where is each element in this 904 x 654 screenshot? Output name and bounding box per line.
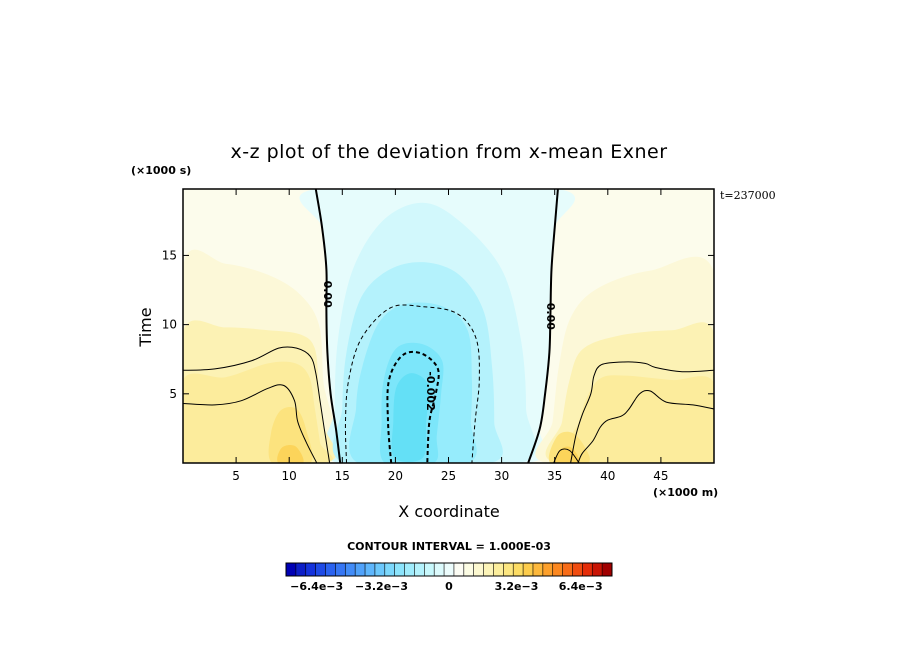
- colorbar-swatch: [493, 563, 504, 576]
- colorbar-swatch: [582, 563, 593, 576]
- colorbar-swatch: [592, 563, 603, 576]
- colorbar-swatch: [305, 563, 316, 576]
- colorbar-frame: [285, 562, 613, 577]
- colorbar-swatch: [602, 563, 613, 576]
- colorbar-tick-label: 0: [445, 580, 453, 593]
- colorbar-swatch: [335, 563, 346, 576]
- x-tick-label: 25: [441, 469, 456, 483]
- colorbar-swatch: [542, 563, 554, 576]
- contour-lines: [183, 189, 714, 463]
- colorbar-swatch: [374, 563, 386, 576]
- y-tick-label: 15: [162, 248, 177, 262]
- shaded-region: [391, 373, 430, 462]
- shaded-fields: [183, 189, 714, 463]
- positive-contour: [570, 361, 714, 463]
- colorbar-swatch: [325, 563, 336, 576]
- contour-label: -0.002: [424, 371, 437, 410]
- colorbar-swatch: [523, 563, 534, 576]
- negative-contour: [344, 304, 480, 463]
- x-tick-label: 5: [232, 469, 240, 483]
- positive-contour: [577, 389, 714, 463]
- y-tick-label: 10: [162, 318, 177, 332]
- x-tick-label: 40: [600, 469, 615, 483]
- negative-contour: [386, 350, 440, 463]
- colorbar-swatch: [552, 563, 563, 576]
- colorbar-swatch: [286, 563, 297, 576]
- colorbar-swatch: [473, 563, 484, 576]
- colorbar-swatch: [295, 563, 307, 576]
- x-tick-label: 35: [547, 469, 562, 483]
- x-unit-label: (×1000 m): [653, 486, 718, 499]
- colorbar-swatch: [404, 563, 415, 576]
- colorbar-swatch: [414, 563, 425, 576]
- time-stamp-label: t=237000: [720, 189, 776, 202]
- colorbar-swatch: [513, 563, 524, 576]
- x-tick-label: 15: [335, 469, 350, 483]
- positive-contour: [553, 448, 580, 463]
- contour-label: 0.00: [544, 303, 557, 330]
- colorbar-swatch: [453, 563, 465, 576]
- contour-interval-label: CONTOUR INTERVAL = 1.000E-03: [347, 540, 551, 553]
- x-tick-label: 20: [388, 469, 403, 483]
- positive-contour: [183, 346, 331, 463]
- y-unit-label: (×1000 s): [131, 164, 191, 177]
- shaded-region: [562, 375, 714, 463]
- zero-contour: [314, 189, 342, 463]
- shaded-region: [554, 446, 580, 463]
- contour-label: 0.00: [321, 281, 334, 308]
- colorbar-swatch: [444, 563, 455, 576]
- colorbar-swatch: [562, 563, 573, 576]
- y-tick-label: 5: [169, 387, 177, 401]
- shaded-region: [268, 407, 313, 463]
- colorbar-tick-label: 3.2e−3: [495, 580, 539, 593]
- colorbar-swatch: [355, 563, 366, 576]
- x-axis-label: X coordinate: [398, 502, 499, 521]
- colorbar-swatch: [483, 563, 494, 576]
- colorbar-swatch: [365, 563, 376, 576]
- y-axis-label: Time: [136, 307, 155, 347]
- colorbar-swatch: [384, 563, 395, 576]
- colorbar-swatch: [434, 563, 445, 576]
- contour-labels: 0.00 0.00 -0.002: [321, 281, 557, 411]
- colorbar-tick-label: 6.4e−3: [559, 580, 603, 593]
- colorbar-swatch: [394, 563, 405, 576]
- chart-title: x-z plot of the deviation from x-mean Ex…: [230, 141, 667, 163]
- x-tick-label: 45: [653, 469, 668, 483]
- colorbar-swatch: [424, 563, 435, 576]
- colorbar-tick-label: −3.2e−3: [355, 580, 408, 593]
- shaded-region: [277, 445, 304, 463]
- x-tick-label: 30: [494, 469, 509, 483]
- colorbar-swatch: [315, 563, 326, 576]
- colorbar-tick-label: −6.4e−3: [290, 580, 343, 593]
- colorbar-swatch: [532, 563, 544, 576]
- colorbar-swatch: [345, 563, 356, 576]
- colorbar-swatch: [463, 563, 474, 576]
- colorbar: −6.4e−3 −3.2e−3 0 3.2e−3 6.4e−3: [285, 562, 613, 593]
- zero-contour: [527, 189, 559, 463]
- positive-contour: [183, 384, 318, 463]
- colorbar-swatch: [503, 563, 514, 576]
- axis-ticks: 5 10 15 20 25 30 35 40 45 5 10 15: [162, 189, 714, 483]
- x-tick-label: 10: [282, 469, 297, 483]
- colorbar-swatch: [572, 563, 583, 576]
